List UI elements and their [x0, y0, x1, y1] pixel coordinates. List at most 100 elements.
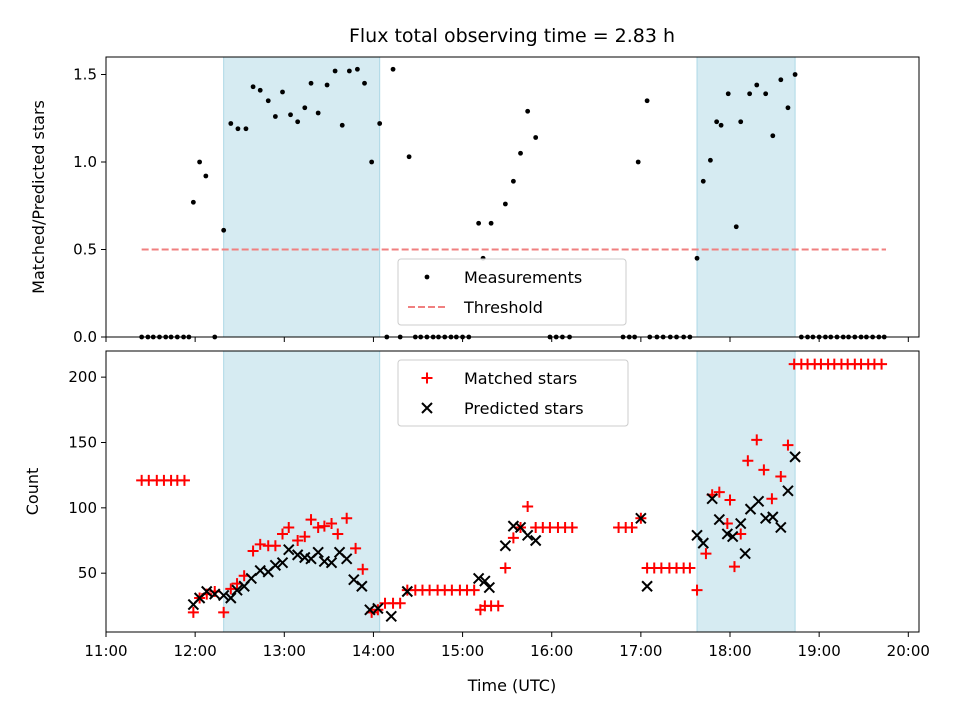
data-point — [209, 588, 221, 600]
data-point — [718, 122, 724, 128]
data-point — [522, 501, 534, 513]
x-tick-label: 17:00 — [619, 642, 662, 660]
data-point — [225, 592, 237, 604]
data-point — [231, 584, 243, 596]
data-point — [332, 68, 338, 74]
x-tick-label: 13:00 — [263, 642, 306, 660]
data-point — [312, 521, 324, 533]
data-point — [265, 98, 271, 104]
data-point — [277, 528, 289, 540]
data-point — [713, 486, 725, 498]
legend: Measurements Threshold — [397, 258, 627, 326]
data-point — [190, 199, 196, 205]
data-point — [626, 521, 638, 533]
data-point — [488, 220, 494, 226]
data-point — [529, 534, 542, 547]
data-point — [326, 518, 338, 530]
data-point — [357, 563, 369, 575]
data-point — [691, 584, 703, 596]
data-point — [782, 485, 794, 497]
measurements-panel: 0.0 0.5 1.0 1.5 Matched/Predicted stars Measu… — [29, 56, 920, 346]
y-tick-label: 100 — [68, 499, 97, 517]
legend-box — [397, 258, 627, 326]
counts-panel: 50 100 150 200 11:00 12:00 13:00 14:00 15:00 16:0… — [23, 350, 930, 660]
data-point — [479, 575, 491, 587]
data-point — [758, 464, 770, 476]
data-point — [468, 584, 480, 596]
data-point — [369, 159, 375, 165]
data-point — [280, 89, 285, 95]
shaded-interval-1 — [223, 56, 381, 338]
data-point — [276, 557, 289, 569]
data-point — [725, 91, 731, 97]
x-tick-label: 19:00 — [798, 642, 841, 660]
data-point — [518, 150, 523, 156]
shaded-interval-2 — [696, 56, 796, 338]
data-point — [372, 602, 384, 615]
data-point — [747, 91, 753, 97]
data-point — [308, 80, 314, 86]
data-point — [377, 121, 383, 126]
y-tick-label: 150 — [68, 433, 97, 451]
data-point — [269, 540, 281, 552]
legend-marker — [421, 402, 433, 414]
data-point — [295, 119, 301, 125]
y-tick-label: 1.5 — [73, 66, 97, 84]
data-point — [243, 126, 249, 132]
data-point — [254, 538, 266, 550]
data-point — [283, 521, 295, 533]
legend-marker — [424, 274, 430, 280]
data-point — [250, 84, 256, 90]
data-point — [735, 528, 747, 540]
y-tick-label: 0.0 — [73, 328, 97, 346]
data-point — [299, 531, 311, 543]
data-point — [525, 108, 531, 114]
data-point — [476, 220, 482, 226]
x-tick-label: 11:00 — [84, 642, 127, 660]
data-point — [785, 105, 791, 111]
data-point — [312, 546, 324, 558]
data-point — [792, 72, 798, 77]
data-point — [362, 80, 367, 86]
data-point — [178, 474, 190, 486]
series-predicted-stars — [187, 451, 801, 623]
data-point — [700, 548, 712, 560]
y-axis-label: Count — [23, 468, 42, 516]
data-point — [348, 574, 360, 586]
data-point — [763, 91, 769, 97]
data-point — [767, 511, 779, 523]
data-point — [635, 512, 647, 525]
data-point — [507, 532, 519, 544]
data-point — [499, 540, 512, 552]
data-point — [700, 178, 706, 184]
plot-frame — [105, 350, 920, 633]
data-point — [502, 201, 508, 207]
data-point — [247, 545, 259, 557]
data-point — [221, 227, 227, 233]
x-tick-label: 20:00 — [887, 642, 930, 660]
y-tick-label: 50 — [78, 564, 97, 582]
data-point — [492, 600, 504, 612]
data-point — [340, 553, 353, 565]
data-point — [738, 119, 744, 125]
data-point — [724, 494, 736, 506]
x-tick-label: 12:00 — [174, 642, 217, 660]
data-point — [218, 606, 230, 618]
data-point — [390, 66, 396, 72]
data-point — [789, 451, 801, 463]
data-point — [201, 585, 213, 598]
data-point — [483, 581, 496, 594]
data-point — [203, 173, 209, 179]
data-point — [510, 178, 516, 184]
y-tick-label: 200 — [68, 368, 97, 386]
data-point — [305, 514, 317, 526]
data-point — [521, 529, 534, 541]
data-point — [228, 121, 234, 126]
data-point — [635, 159, 641, 165]
x-axis-label: Time (UTC) — [467, 676, 556, 695]
data-point — [269, 559, 282, 572]
data-point — [499, 562, 511, 574]
data-point — [735, 517, 747, 530]
data-point — [752, 495, 765, 508]
